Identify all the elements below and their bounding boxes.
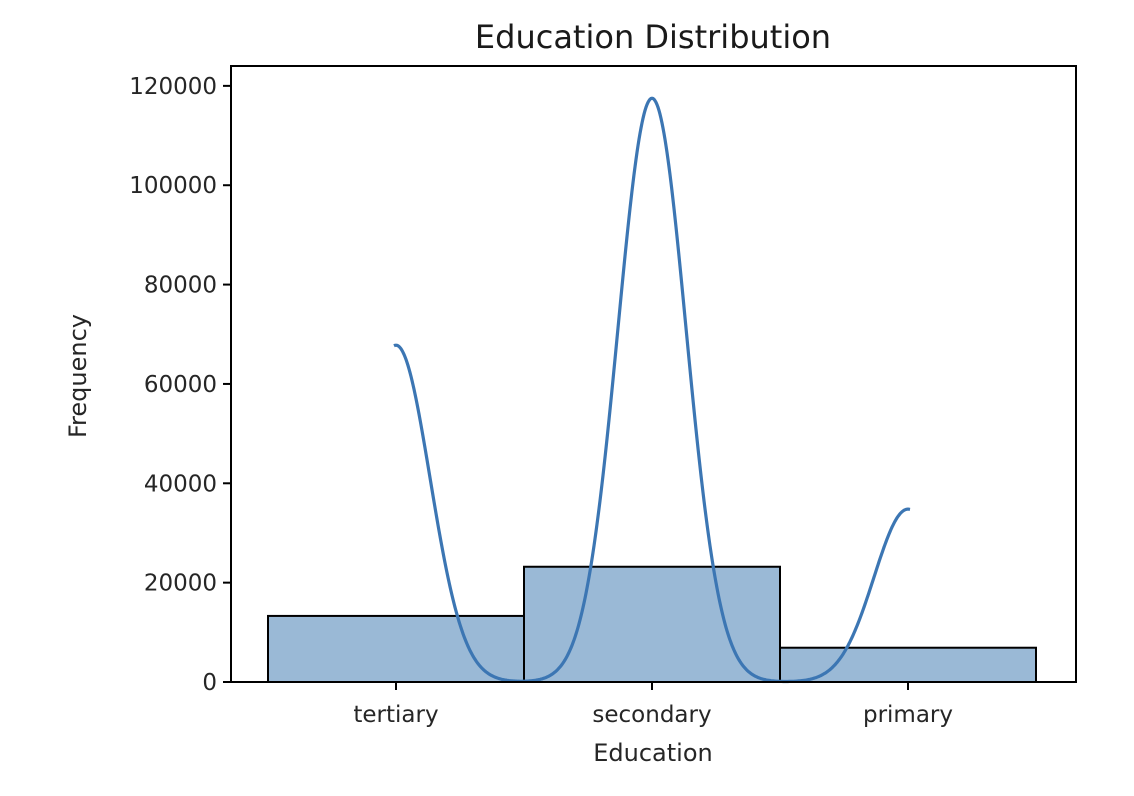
y-tick-label: 0 [202,670,217,696]
x-tick-label-secondary: secondary [592,702,711,728]
y-tick-label: 100000 [129,173,217,199]
y-tick-label: 80000 [144,273,217,299]
y-tick-label: 120000 [129,74,217,100]
kde-layer [393,96,911,684]
x-axis-label: Education [593,739,712,767]
plot-frame [230,65,1077,683]
x-tick-label-tertiary: tertiary [353,702,438,728]
kde-curve [393,96,911,684]
y-axis-label: Frequency [64,314,92,438]
x-tick-label-primary: primary [863,702,953,728]
y-tick-label: 40000 [144,471,217,497]
y-axis: 0 20000 40000 60000 80000 100000 120000 [129,74,231,696]
bars-layer [267,565,1037,684]
bar-tertiary [267,614,525,683]
x-axis: tertiary secondary primary [353,682,953,728]
y-tick-label: 60000 [144,372,217,398]
chart-title: Education Distribution [475,18,831,56]
bar-secondary [523,565,781,684]
y-tick-label: 20000 [144,571,217,597]
